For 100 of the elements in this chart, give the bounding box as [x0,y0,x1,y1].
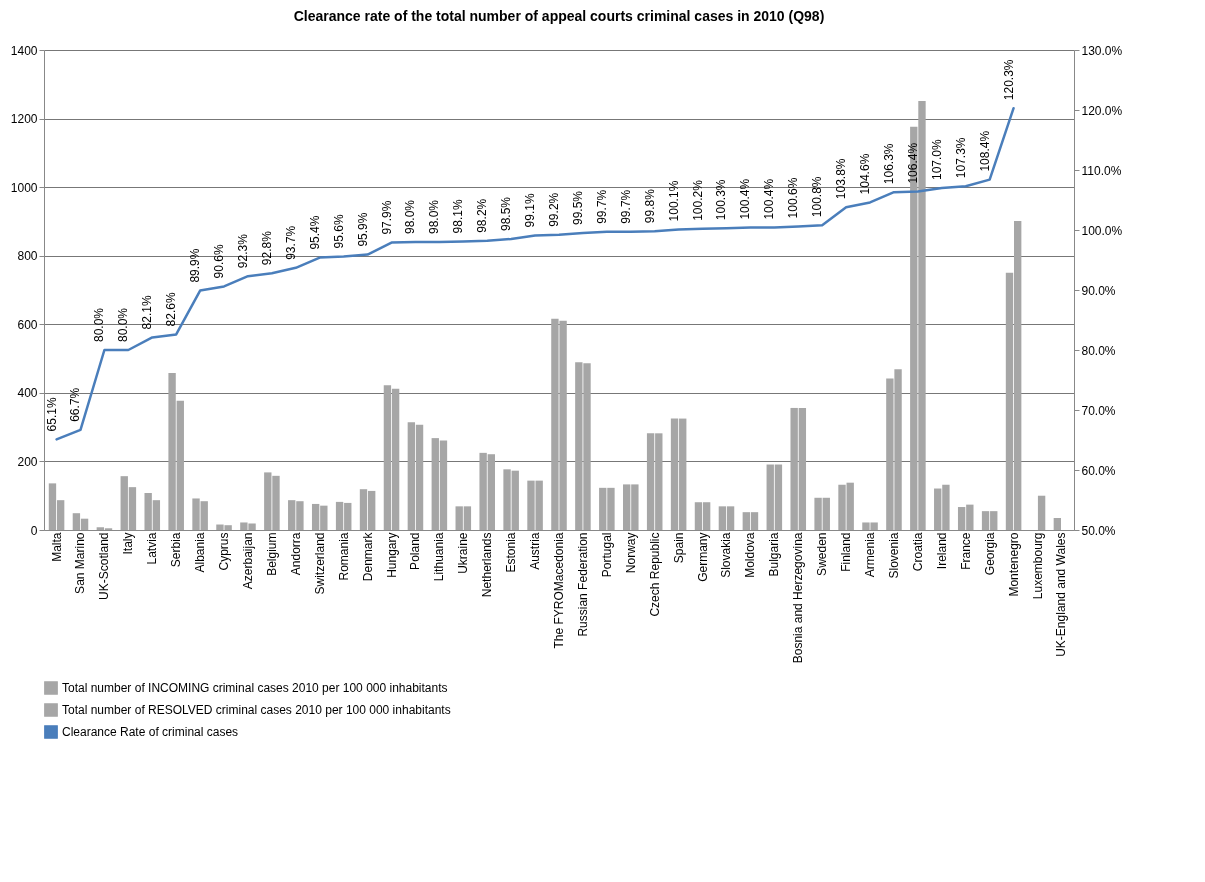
data-label: 98.0% [427,199,442,234]
y-tick-label: 800 [17,249,38,264]
x-tick-label: Slovakia [719,532,734,578]
data-label: 100.4% [738,178,753,220]
data-label: 98.5% [499,196,514,231]
data-label: 108.4% [977,130,992,172]
data-label: 97.9% [379,200,394,235]
data-label: 90.6% [212,244,227,279]
x-tick-label: Netherlands [480,532,495,598]
x-tick-label: Norway [623,532,638,574]
x-tick-label: Italy [121,532,136,555]
y-tick-label: 600 [17,317,38,332]
data-label: 100.3% [714,179,729,221]
data-label: 99.2% [547,192,561,227]
data-label: 103.8% [834,158,849,200]
x-tick-label: Romania [336,532,351,581]
x-tick-label: Poland [408,532,423,570]
x-tick-label: Moldova [743,532,758,578]
x-tick-label: Denmark [360,531,375,582]
data-label: 95.4% [307,215,322,250]
y2-tick-label: 70.0% [1081,403,1116,418]
x-tick-label: Portugal [599,532,614,578]
bar [1053,518,1062,530]
y2-tick-label: 50.0% [1081,523,1116,538]
data-label: 106.4% [905,142,920,184]
y-tick-label: 0 [30,523,38,538]
x-tick-label: Malta [49,532,64,562]
data-label: 99.5% [570,190,585,225]
data-label: 100.1% [666,180,681,222]
x-tick-label: Belgium [264,532,279,576]
x-tick-label: Ireland [934,532,949,570]
data-label: 82.6% [164,292,179,327]
legend-label: Clearance Rate of criminal cases [62,725,239,739]
y-tick-label: 200 [17,454,38,469]
x-tick-label: Lithuania [432,532,447,582]
data-label: 89.9% [188,248,203,283]
data-label: 100.8% [810,176,825,218]
x-tick-label: Hungary [384,532,399,578]
data-label: 82.1% [140,295,155,330]
x-tick-label: Czech Republic [647,532,662,617]
x-tick-label: UK-Scotland [97,532,112,600]
data-label: 93.7% [283,225,298,260]
y2-tick-label: 80.0% [1081,343,1116,358]
data-label: 99.1% [523,193,538,228]
x-tick-label: Andorra [288,532,303,576]
x-tick-label: Slovenia [886,532,901,579]
y-tick-label: 1400 [10,43,38,58]
data-label: 80.0% [92,307,107,342]
x-tick-label: Switzerland [312,532,327,595]
y2-tick-label: 90.0% [1081,283,1116,298]
x-tick-label: Azerbaijan [240,532,255,590]
y-tick-label: 1200 [10,112,38,127]
x-tick-label: Spain [671,532,686,564]
chart-title: Clearance rate of the total number of appeal courts criminal cases in 2010 (Q98) [293,8,825,24]
x-tick-label: Bosnia and Herzegovina [791,532,806,664]
x-tick-label: Serbia [169,532,184,568]
data-label: 104.6% [858,153,873,195]
x-tick-label: Cyprus [217,532,232,571]
x-tick-label: Austria [528,532,543,570]
data-label: 80.0% [116,307,131,342]
x-tick-label: Luxembourg [1030,532,1045,600]
y2-tick-label: 130.0% [1081,43,1123,58]
data-label: 100.6% [786,177,801,219]
x-tick-label: UK-England and Wales [1054,532,1069,657]
data-label: 98.0% [403,199,418,234]
x-tick-label: Ukraine [456,532,471,574]
y-tick-label: 400 [17,386,38,401]
x-tick-label: Bulgaria [767,532,782,577]
x-tick-label: Armenia [863,532,878,578]
data-label: 107.0% [929,138,944,180]
y2-tick-label: 100.0% [1081,223,1123,238]
x-tick-label: Albania [193,532,208,573]
data-label: 99.7% [594,189,609,224]
legend-label: Total number of RESOLVED criminal cases 2010 per 100 000 inhabitants [62,703,451,717]
x-tick-label: Latvia [145,532,160,565]
y2-tick-label: 60.0% [1081,463,1116,478]
data-label: 98.2% [475,198,490,233]
data-label: 98.1% [451,199,466,234]
legend-label: Total number of INCOMING criminal cases 2010 per 100 000 inhabitants [62,681,448,695]
data-label: 95.9% [355,212,370,247]
x-tick-label: San Marino [73,532,88,594]
x-tick-label: Finland [839,532,854,572]
data-label: 92.8% [259,230,274,266]
data-label: 65.1% [44,397,59,432]
x-tick-label: Russian Federation [575,532,590,637]
x-tick-label: Germany [695,532,710,582]
x-tick-label: Montenegro [1006,532,1021,597]
data-label: 95.6% [331,214,346,249]
bar [1037,495,1046,530]
data-label: 106.3% [881,143,896,185]
x-tick-label: The FYROMacedonia [552,532,566,649]
data-label: 92.3% [235,233,250,269]
data-label: 100.4% [762,178,777,220]
x-tick-label: France [958,532,973,570]
x-tick-label: Georgia [982,532,997,576]
data-label: 99.7% [618,189,633,224]
data-label: 120.3% [1001,59,1016,101]
data-label: 99.8% [642,188,657,224]
x-tick-label: Sweden [815,532,830,576]
y2-tick-label: 110.0% [1081,163,1122,178]
